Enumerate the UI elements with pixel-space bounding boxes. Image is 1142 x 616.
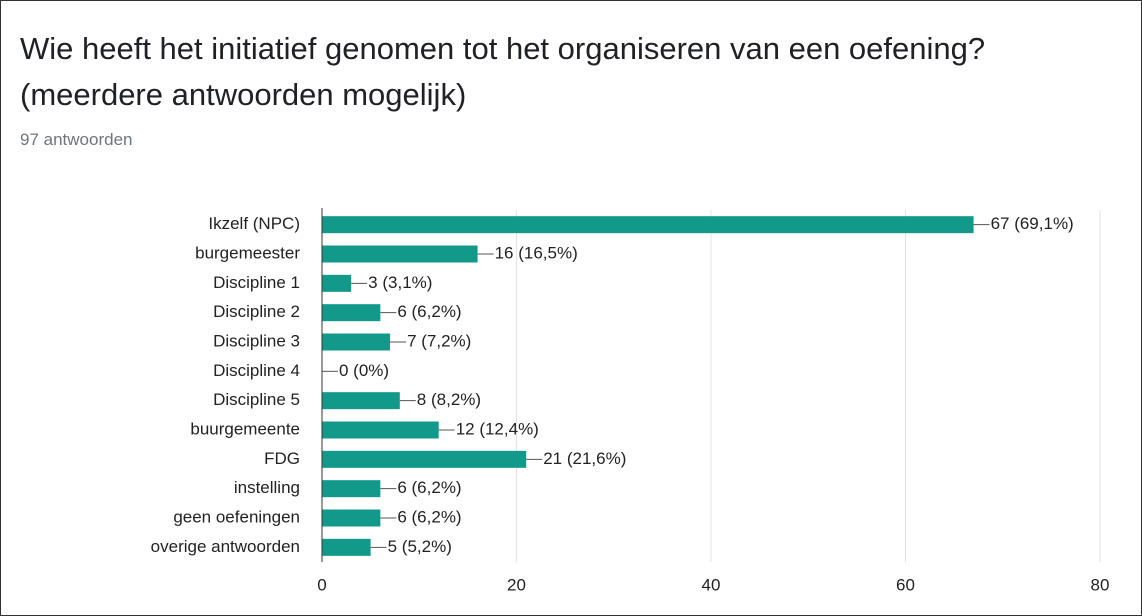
bar — [322, 333, 391, 351]
x-tick-label: 0 — [317, 575, 326, 594]
bar — [322, 480, 381, 498]
bar — [322, 216, 974, 234]
chart-title: Wie heeft het initiatief genomen tot het… — [20, 31, 986, 112]
y-tick-label: geen oefeningen — [173, 507, 300, 526]
value-label: 6 (6,2%) — [397, 302, 461, 321]
value-label: 21 (21,6%) — [543, 449, 626, 468]
y-tick-label: burgemeester — [195, 243, 300, 262]
x-tick-label: 40 — [702, 575, 721, 594]
bar — [322, 392, 400, 410]
bar — [322, 450, 527, 468]
value-label: 3 (3,1%) — [368, 273, 432, 292]
x-tick-label: 20 — [507, 575, 526, 594]
y-tick-label: buurgemeente — [190, 419, 300, 438]
value-label: 6 (6,2%) — [397, 507, 461, 526]
y-tick-label: Discipline 3 — [213, 331, 300, 350]
x-tick-label: 60 — [896, 575, 915, 594]
y-tick-label: Ikzelf (NPC) — [208, 214, 300, 233]
chart-subtitle: 97 antwoorden — [20, 130, 133, 149]
value-label: 7 (7,2%) — [407, 331, 471, 350]
bar — [322, 304, 381, 322]
value-label: 5 (5,2%) — [388, 537, 452, 556]
value-label: 16 (16,5%) — [495, 243, 578, 262]
y-tick-label: instelling — [234, 478, 300, 497]
y-tick-label: Discipline 5 — [213, 390, 300, 409]
x-tick-label: 80 — [1091, 575, 1110, 594]
bar — [322, 509, 381, 527]
value-label: 67 (69,1%) — [991, 214, 1074, 233]
y-tick-label: Discipline 1 — [213, 273, 300, 292]
bar — [322, 421, 439, 439]
bar — [322, 274, 352, 292]
value-label: 0 (0%) — [339, 361, 389, 380]
value-label: 8 (8,2%) — [417, 390, 481, 409]
value-label: 6 (6,2%) — [397, 478, 461, 497]
y-tick-label: Discipline 4 — [213, 361, 300, 380]
value-label: 12 (12,4%) — [456, 419, 539, 438]
y-tick-label: overige antwoorden — [151, 537, 300, 556]
bar — [322, 245, 478, 263]
y-tick-label: FDG — [264, 449, 300, 468]
y-tick-label: Discipline 2 — [213, 302, 300, 321]
bar — [322, 538, 371, 556]
